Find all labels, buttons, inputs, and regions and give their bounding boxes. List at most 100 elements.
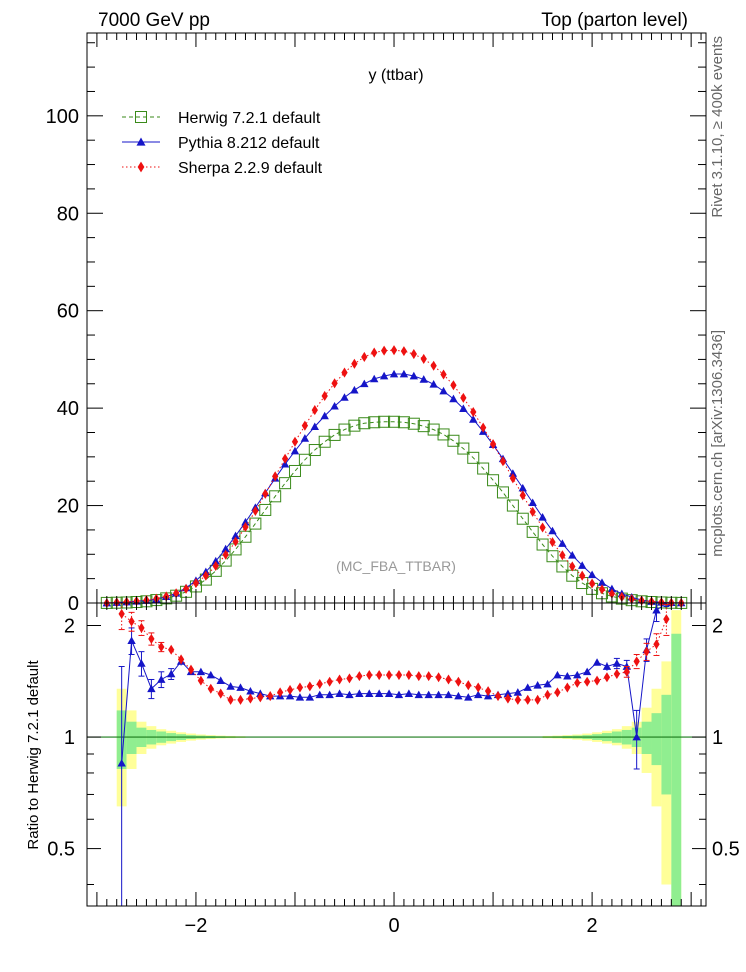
ratio-series-0 [117,602,670,907]
data-point [295,693,305,701]
data-point [518,483,527,492]
data-point [440,369,447,380]
legend-label: Pythia 8.212 default [178,135,320,152]
data-point [348,419,361,432]
data-point [212,560,219,572]
data-point [597,578,607,586]
data-point [241,517,250,526]
data-point [272,471,279,482]
data-point [237,694,244,705]
data-point [592,658,602,666]
data-point [578,561,587,569]
data-point [574,677,581,688]
data-point [546,550,559,563]
ratio-y-tick-label: 2 [712,615,723,637]
data-point [281,453,289,464]
data-point [568,551,577,559]
data-point [370,374,379,383]
header-left: 7000 GeV pp [98,10,210,31]
header-right: Top (parton level) [541,10,688,31]
data-point [534,694,541,705]
data-point [608,588,616,599]
data-point [376,670,383,681]
data-point [425,671,432,682]
data-point [652,605,661,614]
data-point [320,411,329,420]
data-point [311,405,318,416]
data-point [158,641,165,653]
data-point [366,670,373,681]
data-point [400,346,408,357]
data-point [467,451,480,464]
data-point [385,670,393,681]
data-point [415,671,422,682]
y-tick-label: 0 [68,593,79,615]
data-point [298,453,311,466]
data-point [464,693,473,701]
data-point [335,689,344,697]
ratio-band-stat [671,633,682,906]
data-point [232,536,239,547]
data-point [211,556,220,565]
data-point [506,499,519,512]
data-point [118,608,125,619]
data-point [475,682,482,693]
data-point [536,538,549,551]
data-point [612,659,622,667]
data-point [582,667,592,676]
data-point [326,676,333,687]
data-point [558,539,567,547]
data-point [331,378,338,389]
data-point [474,690,483,699]
ratio-y-axis-label: Ratio to Herwig 7.2.1 default [25,660,42,850]
data-point [587,570,597,579]
data-point [494,691,502,702]
data-point [559,550,566,561]
data-point [350,385,359,394]
side-label-rivet: Rivet 3.1.10, ≥ 400k events [709,36,726,218]
data-point [447,434,460,447]
data-point [544,689,551,700]
data-point [242,521,249,533]
data-point [439,386,448,395]
data-point [222,549,229,560]
data-point [584,676,591,687]
data-point [499,456,507,467]
data-point [340,393,349,401]
data-point [291,436,299,447]
data-point [296,682,304,693]
data-point [310,422,319,431]
data-point [138,622,145,633]
y-tick-label: 40 [57,398,79,420]
data-point [460,392,467,403]
legend-marker [137,161,145,173]
data-point [539,522,546,533]
data-point [523,683,532,691]
data-point [602,662,612,670]
data-point [399,369,409,378]
legend-label: Sherpa 2.2.9 default [178,160,323,177]
data-point [549,537,556,548]
data-point [137,659,146,667]
data-point [285,691,295,700]
data-point [315,690,324,699]
side-label-mcplots: mcplots.cern.ch [arXiv:1306.3436] [709,330,726,557]
data-point [148,633,155,644]
data-point [207,683,214,694]
data-point [503,689,513,697]
data-point [378,415,391,428]
data-point [338,423,351,436]
data-point [444,690,453,699]
analysis-watermark: (MC_FBA_TTBAR) [336,558,456,574]
data-point [554,687,561,698]
x-tick-label: −2 [185,915,208,937]
data-point [663,614,670,625]
data-point [361,351,368,363]
data-point [643,646,650,657]
y-tick-label: 80 [57,203,79,225]
data-point [330,401,339,410]
data-point [341,367,348,378]
data-point [607,584,617,593]
data-point [328,428,341,441]
